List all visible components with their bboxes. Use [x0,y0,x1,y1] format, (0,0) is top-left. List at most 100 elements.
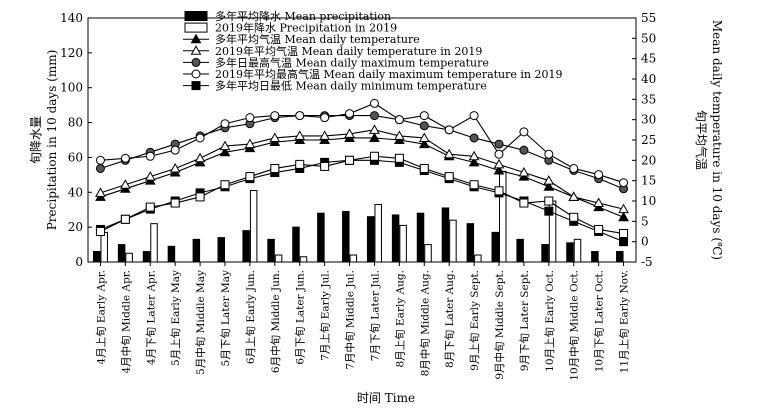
right-tick-label: 15 [641,174,656,188]
right-axis-title-en: Mean daily temperature in 10 days (℃) [710,20,724,260]
point-series-1-2 [144,171,156,181]
bar-mean-12 [391,214,400,263]
legend-marker [191,69,201,79]
point-series-3-18 [544,149,554,159]
x-tick-label: 6月中旬 Middle Jun. [269,270,282,373]
point-series-3-1 [120,153,130,163]
x-tick-label: 9月下旬 Later Sept. [518,270,531,371]
point-series-5-16 [494,186,504,196]
bar-mean-11 [366,216,375,263]
right-tick-label: 25 [641,133,656,147]
bar-mean-6 [242,230,250,263]
point-series-3-14 [444,125,454,135]
point-series-2-0 [95,163,105,173]
point-series-5-19 [569,212,579,222]
right-tick-label: -5 [641,255,653,269]
right-axis-title-cn: 旬平均气温 [694,110,709,170]
bar-mean-3 [167,245,176,263]
right-tick-label: 10 [641,194,656,208]
point-series-1-19 [568,191,580,201]
point-series-5-8 [295,159,305,169]
right-tick-label: 20 [641,153,656,167]
bar-mean-5 [217,237,225,263]
x-tick-label: 5月下旬 Later May [219,270,232,367]
left-tick-label: 120 [60,46,83,60]
right-tick-label: 35 [641,92,656,106]
point-series-3-10 [345,109,355,119]
point-series-0-11 [369,132,380,142]
point-series-1-12 [394,130,405,140]
x-tick-label: 8月中旬 Middle Aug. [418,270,431,376]
point-series-5-10 [345,155,355,165]
line-series-4 [100,159,624,243]
x-axis-title: 时间 Time [357,391,415,405]
point-series-3-13 [419,111,429,121]
right-tick-label: 40 [641,72,656,86]
point-series-1-5 [219,140,231,151]
point-series-1-9 [319,130,330,140]
point-series-0-15 [468,156,480,167]
left-tick-label: 100 [60,81,83,95]
point-series-1-11 [369,124,380,134]
legend-entry: 多年平均日最低 Mean daily minimum temperature [215,79,487,93]
bar-mean-20 [591,251,599,263]
point-series-5-13 [419,163,429,173]
point-series-1-8 [294,130,306,140]
bar-mean-10 [342,210,350,263]
x-tick-label: 8月下旬 Later Aug. [443,270,456,368]
point-series-0-18 [543,181,555,191]
legend-marker [191,81,201,91]
x-tick-label: 4月中旬 Middle Apr. [119,270,132,374]
point-series-5-17 [519,198,529,208]
point-series-3-5 [220,119,230,129]
point-series-0-16 [493,164,505,175]
point-series-3-0 [95,155,105,165]
point-series-3-6 [245,113,255,123]
point-series-5-1 [120,214,130,224]
x-tick-label: 4月下旬 Later Apr. [144,270,157,365]
axes-layer: 0 20 40 60 80 100 120 140 -5 0 5 10 15 20 25 30 35 40 45 50… [60,11,656,381]
bar-2019-11 [374,203,382,263]
left-axis-title-en: Precipitation in 10 days (mm) [45,50,59,231]
point-series-2-16 [494,139,504,149]
bar-2019-15 [474,254,482,263]
bar-2019-2 [150,223,158,263]
legend-entry: 2019年降水 Precipitation in 2019 [215,21,397,35]
bar-mean-7 [267,238,275,263]
point-series-5-21 [619,229,629,239]
legend-marker [190,45,202,55]
point-series-3-7 [270,111,280,121]
point-series-5-4 [195,192,205,202]
point-series-3-3 [170,145,180,155]
legend-swatch-bar [184,11,208,21]
point-series-1-16 [493,158,505,169]
bar-mean-9 [317,212,325,263]
bar-mean-0 [92,251,101,263]
point-series-5-6 [245,172,255,182]
bar-2019-10 [349,254,358,263]
left-tick-label: 20 [68,220,83,234]
point-series-3-21 [619,178,629,188]
point-series-3-2 [145,151,155,161]
left-tick-label: 80 [68,116,83,130]
bar-mean-14 [441,207,450,263]
x-tick-label: 6月上旬 Early Jun. [244,270,257,364]
bar-2019-7 [274,254,283,263]
point-series-4-21 [619,237,629,247]
point-series-0-13 [418,138,430,149]
point-series-5-5 [220,180,230,190]
x-tick-label: 10月上旬 Early Oct. [543,270,556,372]
bar-2019-1 [125,252,133,263]
right-tick-label: 30 [641,113,656,127]
point-series-1-3 [169,162,181,173]
point-series-0-5 [219,146,231,157]
bar-2019-6 [249,190,258,263]
legend-entry: 多年平均气温 Mean daily temperature [215,32,420,46]
point-series-3-12 [394,115,404,125]
point-series-5-12 [394,153,404,163]
legend-entry: 多年平均降水 Mean precipitation [215,9,391,23]
point-series-2-17 [519,145,529,155]
x-tick-label: 4月上旬 Early Apr. [94,270,107,365]
point-series-5-2 [145,202,155,212]
bar-2019-12 [399,224,407,263]
